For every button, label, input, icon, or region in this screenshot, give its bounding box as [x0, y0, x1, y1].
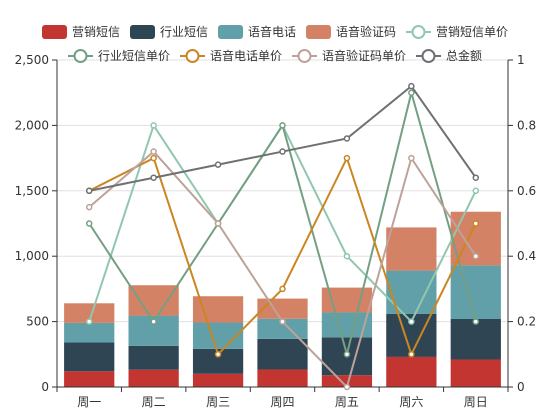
x-tick-label: 周四	[270, 395, 294, 409]
bar-语音验证码	[257, 298, 308, 319]
legend-label: 语音验证码	[336, 24, 396, 39]
bar-营销短信	[257, 369, 308, 387]
legend-label: 行业短信	[160, 25, 208, 39]
y-tick-label-left: 1,000	[15, 249, 49, 263]
bar-语音验证码	[128, 285, 179, 316]
bar-营销短信	[64, 371, 115, 387]
legend-label: 营销短信	[72, 25, 120, 39]
legend-swatch	[306, 25, 331, 39]
y-tick-label-right: 0	[517, 380, 525, 394]
point-营销短信单价	[472, 187, 480, 195]
legend-swatch	[130, 25, 155, 39]
bar-语音电话	[386, 270, 437, 314]
point-营销短信单价	[150, 122, 157, 129]
point-语音验证码单价	[472, 252, 480, 260]
point-语音电话单价	[279, 285, 286, 293]
point-语音验证码单价	[85, 203, 93, 211]
y-tick-label-left: 500	[26, 315, 49, 329]
y-tick-label-right: 0.2	[517, 315, 536, 329]
y-tick-label-left: 2,000	[15, 118, 49, 132]
legend-swatch	[73, 49, 88, 63]
x-tick-label: 周二	[142, 395, 166, 409]
point-语音电话单价	[214, 351, 222, 358]
point-语音电话单价	[150, 154, 157, 162]
x-tick-label: 周三	[206, 395, 230, 409]
point-总金额	[214, 161, 222, 168]
bar-行业短信	[128, 345, 179, 370]
bar-行业短信	[257, 338, 308, 370]
point-语音电话单价	[408, 351, 415, 358]
y-tick-label-left: 1,500	[15, 184, 49, 198]
point-语音验证码单价	[214, 220, 222, 227]
point-总金额	[408, 82, 415, 90]
bar-营销短信	[321, 375, 373, 387]
legend-swatch	[411, 25, 426, 39]
legend-swatch	[297, 49, 312, 63]
point-营销短信单价	[85, 318, 93, 325]
point-语音电话单价	[472, 220, 480, 227]
bar-行业短信	[64, 342, 115, 372]
bar-营销短信	[128, 369, 179, 387]
y-tick-label-left: 0	[41, 380, 49, 394]
x-tick-label: 周六	[399, 395, 423, 409]
legend-label: 营销短信单价	[436, 25, 508, 39]
point-总金额	[472, 174, 480, 181]
point-行业短信单价	[85, 220, 93, 227]
legend-label: 语音验证码单价	[322, 48, 406, 63]
point-语音验证码单价	[343, 383, 351, 391]
bar-语音电话	[64, 322, 115, 343]
y-tick-label-left: 2,500	[15, 53, 49, 67]
y-tick-label-right: 0.4	[517, 249, 536, 263]
point-营销短信单价	[408, 318, 415, 325]
point-总金额	[85, 187, 93, 195]
point-语音验证码单价	[408, 154, 415, 162]
bar-行业短信	[450, 318, 501, 360]
point-行业短信单价	[343, 351, 351, 358]
y-tick-label-right: 0.8	[517, 118, 536, 132]
point-行业短信单价	[150, 318, 157, 325]
legend-swatch	[185, 49, 200, 63]
bar-营销短信	[386, 356, 437, 387]
point-总金额	[150, 174, 157, 181]
point-语音验证码单价	[150, 148, 157, 155]
legend-label: 语音电话	[248, 24, 296, 39]
legend-swatch	[42, 25, 67, 39]
point-行业短信单价	[279, 122, 286, 129]
point-行业短信单价	[408, 89, 415, 96]
bar-营销短信	[192, 373, 244, 387]
point-总金额	[343, 135, 351, 142]
y-tick-label-right: 0.6	[517, 184, 536, 198]
point-总金额	[279, 148, 286, 155]
point-语音验证码单价	[279, 318, 286, 325]
x-tick-label: 周五	[335, 395, 359, 409]
point-行业短信单价	[472, 318, 480, 325]
legend-label: 行业短信单价	[98, 49, 170, 63]
bar-语音电话	[450, 265, 501, 319]
y-tick-label-right: 1	[517, 53, 525, 67]
line-总金额	[89, 84, 477, 192]
bar-语音验证码	[64, 303, 115, 323]
bar-语音电话	[192, 322, 244, 349]
legend-label: 总金额	[446, 48, 482, 63]
bar-营销短信	[450, 359, 501, 387]
point-语音电话单价	[343, 154, 351, 162]
legend-swatch	[421, 49, 436, 63]
legend-label: 语音电话单价	[210, 48, 282, 63]
bar-语音验证码	[386, 227, 437, 271]
point-营销短信单价	[343, 252, 351, 260]
x-tick-label: 周一	[77, 395, 101, 409]
legend-swatch	[218, 25, 243, 39]
x-tick-label: 周日	[464, 395, 488, 409]
